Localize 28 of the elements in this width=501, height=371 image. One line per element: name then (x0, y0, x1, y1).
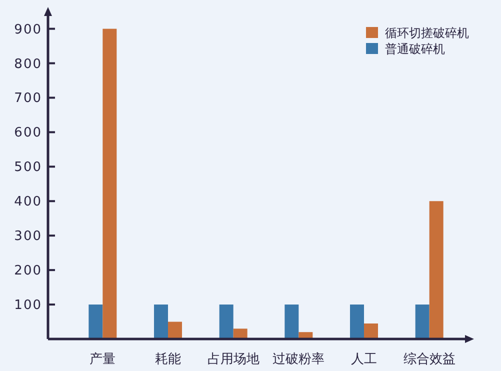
x-tick-label: 过破粉率 (272, 351, 325, 367)
x-tick-label: 人工 (351, 352, 377, 367)
legend-label: 普通破碎机 (385, 42, 445, 56)
bar (168, 322, 182, 339)
bar (364, 323, 378, 339)
x-tick-label: 占用场地 (207, 352, 260, 367)
y-tick-label: 300 (14, 229, 42, 244)
bar (102, 28, 117, 339)
bar (429, 201, 444, 339)
x-tick-label: 综合效益 (403, 352, 456, 367)
bar (88, 304, 103, 339)
y-tick-label: 500 (14, 160, 42, 176)
bar (415, 304, 430, 339)
bar (350, 304, 364, 339)
y-tick-label: 600 (14, 126, 42, 141)
x-tick-label: 耗能 (155, 352, 181, 367)
y-tick-label: 400 (14, 194, 42, 210)
bar (219, 304, 234, 339)
x-tick-label: 产量 (90, 352, 116, 367)
bar (233, 328, 248, 339)
y-tick-label: 800 (14, 56, 42, 72)
legend-label: 循环切搓破碎机 (385, 26, 469, 40)
bar (154, 304, 168, 339)
y-tick-label: 900 (14, 22, 42, 38)
y-tick-label: 200 (14, 264, 42, 279)
y-tick-label: 700 (14, 91, 42, 106)
bar (284, 304, 299, 339)
y-tick-label: 100 (14, 298, 42, 314)
